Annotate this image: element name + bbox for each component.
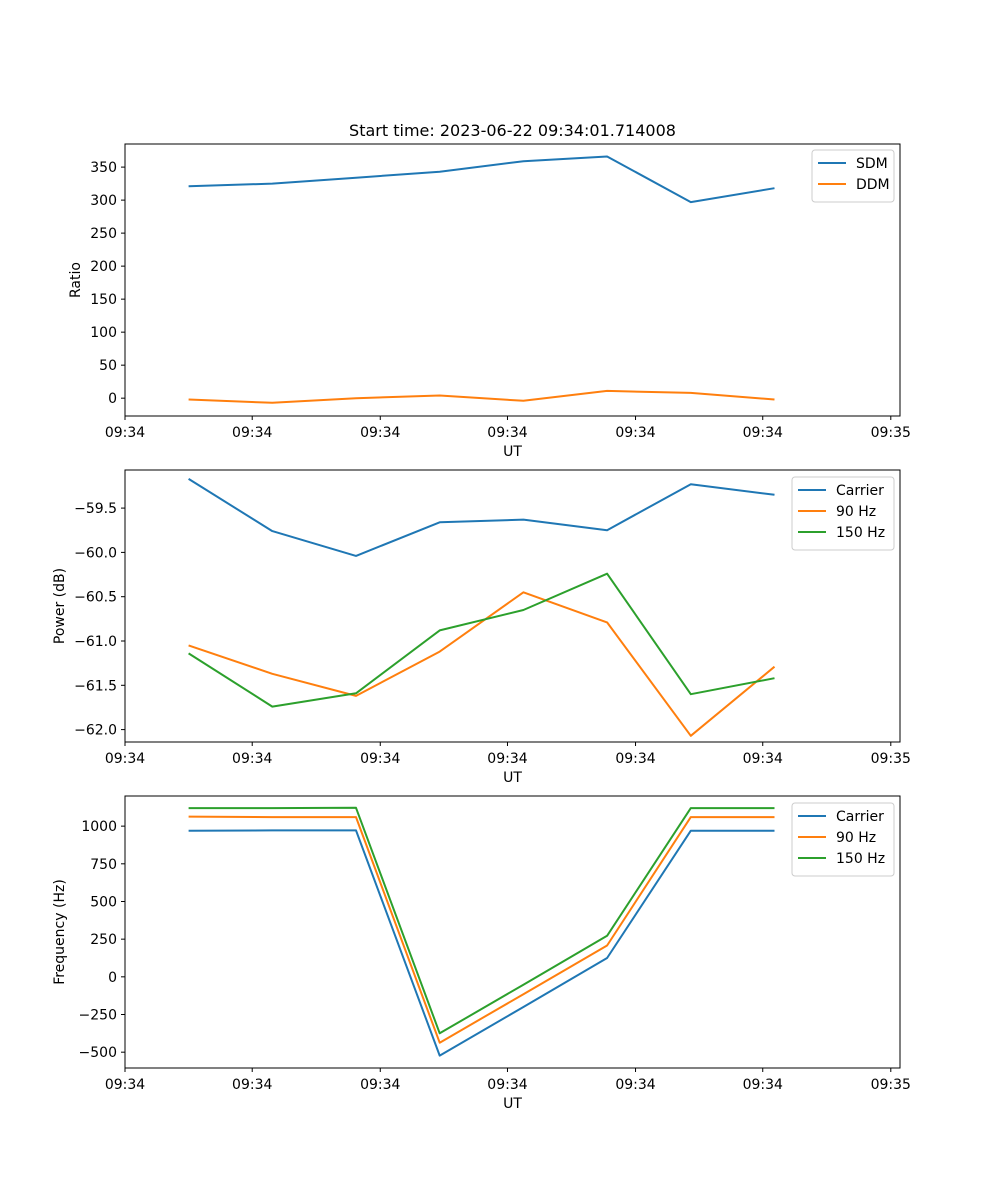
y-tick-label: 150 (90, 292, 117, 308)
y-tick-label: −61.0 (74, 634, 117, 650)
y-tick-label: 500 (90, 894, 117, 910)
y-tick-label: 250 (90, 226, 117, 242)
legend-label: Carrier (836, 483, 884, 499)
y-tick-label: −59.5 (74, 501, 117, 517)
chart-panel-3: −500 −250 0 250 500 750 1000 09:34 09:34 09:34 09:… (52, 795, 911, 1112)
legend-label: Carrier (836, 809, 884, 825)
series-line-150-hz (188, 806, 775, 1035)
y-tick-label: 50 (99, 358, 117, 374)
chart-panel-1: 0 50 100 150 200 250 300 350 09:34 09:34 09:34 09:3… (68, 121, 911, 460)
legend-label: SDM (856, 156, 888, 172)
x-tick-label: 09:34 (232, 1077, 272, 1093)
y-tick-label: 300 (90, 193, 117, 209)
chart-title: Start time: 2023-06-22 09:34:01.714008 (349, 121, 676, 140)
y-axis-label: Frequency (Hz) (52, 879, 68, 985)
series-line-ddm (188, 389, 775, 404)
legend-label: 150 Hz (836, 525, 885, 541)
x-tick-label: 09:34 (105, 1077, 145, 1093)
y-tick-label: −61.5 (74, 678, 117, 694)
y-tick-label: −500 (79, 1045, 117, 1061)
x-tick-label: 09:34 (105, 751, 145, 767)
plot-frame (124, 795, 901, 1069)
x-tick-label: 09:35 (871, 425, 911, 441)
plot-frame (124, 143, 901, 417)
y-tick-label: −60.5 (74, 590, 117, 606)
x-axis-label: UT (503, 770, 522, 786)
y-tick-label: 100 (90, 325, 117, 341)
y-tick-label: −250 (79, 1008, 117, 1024)
series-line-sdm (188, 155, 775, 204)
series-line-150-hz (188, 572, 775, 708)
x-tick-label: 09:34 (360, 751, 400, 767)
x-tick-label: 09:34 (487, 1077, 527, 1093)
x-tick-label: 09:34 (743, 751, 783, 767)
x-tick-label: 09:34 (615, 751, 655, 767)
legend-label: DDM (856, 177, 890, 193)
x-tick-label: 09:34 (615, 425, 655, 441)
x-axis-label: UT (503, 444, 522, 460)
y-axis-label: Ratio (68, 262, 84, 298)
legend-label: 90 Hz (836, 830, 876, 846)
series-line-carrier (188, 478, 775, 557)
x-tick-label: 09:34 (360, 1077, 400, 1093)
x-tick-label: 09:34 (743, 1077, 783, 1093)
x-tick-label: 09:34 (487, 751, 527, 767)
x-tick-label: 09:34 (105, 425, 145, 441)
x-tick-label: 09:34 (360, 425, 400, 441)
x-tick-label: 09:35 (871, 751, 911, 767)
x-tick-label: 09:34 (615, 1077, 655, 1093)
x-tick-label: 09:34 (232, 751, 272, 767)
x-tick-label: 09:34 (487, 425, 527, 441)
y-tick-label: 200 (90, 259, 117, 275)
plot-frame (124, 469, 901, 743)
series-line-carrier (188, 829, 775, 1057)
y-tick-label: 0 (108, 970, 117, 986)
x-tick-label: 09:34 (232, 425, 272, 441)
series-line-90-hz (188, 815, 775, 1044)
y-tick-label: 0 (108, 391, 117, 407)
x-tick-label: 09:35 (871, 1077, 911, 1093)
y-tick-label: 1000 (81, 819, 117, 835)
legend-label: 90 Hz (836, 504, 876, 520)
series-line-90-hz (188, 591, 776, 737)
y-tick-label: 250 (90, 932, 117, 948)
y-tick-label: 750 (90, 857, 117, 873)
y-tick-label: −62.0 (74, 723, 117, 739)
legend-label: 150 Hz (836, 851, 885, 867)
x-tick-label: 09:34 (743, 425, 783, 441)
y-tick-label: 350 (90, 160, 117, 176)
y-tick-label: −60.0 (74, 545, 117, 561)
chart-panel-2: −62.0 −61.5 −61.0 −60.5 −60.0 −59.5 09:34 09:34… (52, 469, 911, 786)
y-axis-label: Power (dB) (52, 568, 68, 644)
x-axis-label: UT (503, 1096, 522, 1112)
